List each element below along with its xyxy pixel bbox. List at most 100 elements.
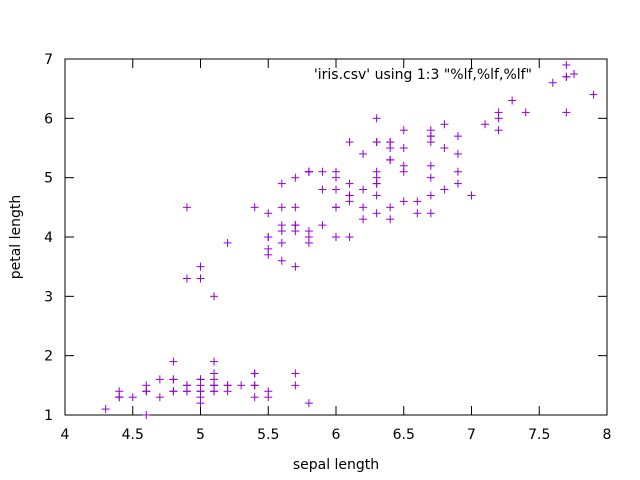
y-tick-label: 1: [44, 408, 53, 424]
data-point: [399, 197, 408, 206]
data-point: [142, 387, 151, 396]
data-point: [169, 387, 178, 396]
data-point: [426, 191, 435, 200]
x-tick-label: 7.5: [528, 427, 550, 443]
data-point: [467, 191, 476, 200]
data-point: [332, 173, 340, 182]
data-point: [413, 197, 422, 206]
data-point: [440, 144, 449, 152]
data-point: [101, 405, 110, 414]
data-point: [481, 120, 490, 129]
data-point: [399, 126, 408, 135]
data-point: [291, 369, 300, 378]
data-point: [196, 274, 205, 283]
x-tick-label: 4.5: [122, 427, 144, 443]
data-point: [399, 144, 408, 152]
data-point: [169, 375, 178, 384]
data-point: [372, 191, 381, 200]
y-tick-label: 5: [44, 171, 53, 187]
data-point: [562, 72, 571, 81]
data-point: [291, 227, 300, 236]
data-point: [250, 203, 259, 212]
x-tick-label: 7: [467, 427, 476, 443]
data-point: [182, 203, 191, 212]
data-point: [332, 185, 340, 194]
data-point: [359, 149, 368, 158]
x-tick-label: 4: [61, 427, 70, 443]
data-point: [250, 393, 259, 402]
data-point: [264, 233, 273, 241]
data-point: [196, 387, 205, 396]
data-point: [508, 96, 517, 105]
data-point: [562, 60, 571, 69]
data-point: [399, 161, 408, 170]
data-points: [101, 60, 598, 419]
data-point: [210, 357, 219, 366]
data-point: [277, 221, 286, 230]
data-point: [345, 233, 354, 241]
y-axis: 1 2 3 4 5 6 7: [44, 52, 607, 424]
x-tick-label: 5.5: [257, 427, 279, 443]
data-point: [494, 114, 503, 123]
data-point: [223, 381, 232, 390]
data-point: [345, 138, 354, 147]
legend-label: 'iris.csv' using 1:3 "%lf,%lf,%lf": [314, 67, 532, 83]
data-point: [372, 114, 381, 123]
data-point: [345, 179, 354, 188]
data-point: [386, 215, 395, 224]
data-point: [210, 375, 219, 384]
data-point: [372, 173, 381, 182]
data-point: [426, 132, 435, 141]
data-point: [291, 203, 300, 212]
data-point: [440, 185, 449, 194]
data-point: [359, 215, 368, 224]
y-axis-label: petal length: [8, 195, 24, 280]
data-point: [453, 149, 462, 158]
data-point: [196, 375, 205, 384]
y-tick-label: 7: [44, 52, 53, 68]
data-point: [318, 221, 327, 230]
data-point: [304, 233, 313, 241]
data-point: [210, 292, 219, 301]
data-point: [264, 393, 273, 402]
data-point: [453, 179, 462, 188]
data-point: [494, 126, 503, 135]
data-point: [413, 209, 422, 218]
y-tick-label: 2: [44, 349, 53, 365]
data-point: [426, 161, 435, 170]
y-tick-label: 3: [44, 289, 53, 305]
data-point: [304, 167, 313, 176]
data-point: [277, 179, 286, 188]
data-point: [291, 262, 300, 271]
data-point: [332, 203, 340, 212]
data-point: [264, 209, 273, 218]
x-axis-label: sepal length: [293, 457, 379, 473]
data-point: [359, 203, 368, 212]
data-point: [521, 108, 530, 117]
y-tick-label: 4: [44, 230, 53, 246]
data-point: [372, 209, 381, 218]
data-point: [359, 185, 368, 194]
data-point: [128, 393, 137, 402]
data-point: [291, 381, 300, 390]
data-point: [453, 132, 462, 141]
data-point: [304, 399, 313, 408]
data-point: [562, 108, 571, 117]
data-point: [386, 155, 395, 164]
x-tick-label: 5: [196, 427, 205, 443]
data-point: [264, 250, 273, 259]
data-point: [277, 238, 286, 247]
data-point: [318, 167, 327, 176]
data-point: [155, 375, 164, 384]
data-point: [372, 138, 381, 147]
data-point: [115, 393, 124, 402]
data-point: [237, 381, 246, 390]
data-point: [250, 369, 259, 378]
data-point: [345, 197, 354, 206]
data-point: [589, 90, 598, 99]
y-tick-label: 6: [44, 111, 53, 127]
legend: 'iris.csv' using 1:3 "%lf,%lf,%lf": [314, 67, 578, 83]
data-point: [169, 357, 178, 366]
data-point: [182, 387, 191, 396]
data-point: [386, 203, 395, 212]
